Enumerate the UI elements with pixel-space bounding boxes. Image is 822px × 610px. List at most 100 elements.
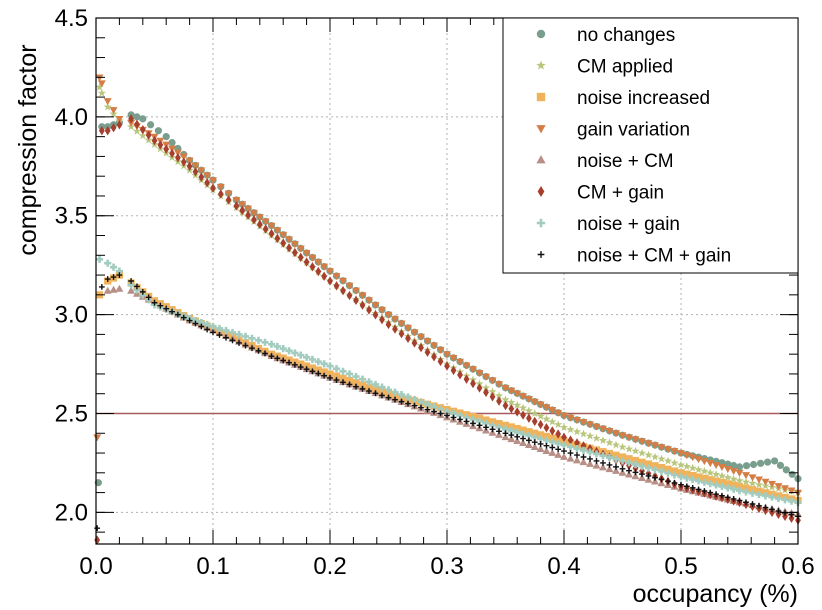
data-point	[333, 281, 340, 291]
data-point	[139, 115, 147, 123]
legend-label: noise increased	[577, 88, 710, 109]
data-point	[513, 424, 521, 433]
data-point	[519, 439, 528, 447]
data-point	[507, 423, 515, 431]
data-point	[701, 488, 708, 494]
data-point	[639, 466, 645, 476]
data-point	[599, 463, 607, 471]
data-point	[579, 429, 588, 438]
data-point	[574, 452, 580, 458]
data-point	[424, 406, 431, 413]
y-tick-label: 3.5	[55, 203, 88, 230]
data-point	[103, 286, 112, 294]
legend-label: noise + CM + gain	[577, 246, 731, 267]
data-point	[358, 375, 367, 383]
data-point	[417, 398, 425, 406]
data-point	[430, 342, 438, 350]
data-point	[657, 454, 666, 463]
data-point	[688, 454, 697, 462]
data-point	[694, 456, 703, 464]
data-point	[410, 395, 419, 404]
data-point	[302, 250, 311, 258]
data-point	[651, 442, 659, 450]
data-point	[495, 419, 503, 428]
data-point	[404, 324, 412, 332]
data-point	[749, 501, 756, 507]
data-point	[290, 240, 299, 248]
data-point	[481, 383, 491, 392]
y-axis-title: compression factor	[14, 44, 42, 255]
data-point	[543, 423, 550, 433]
data-point	[612, 430, 620, 438]
data-point	[345, 282, 354, 290]
data-point	[134, 119, 140, 129]
data-point	[104, 259, 112, 267]
data-point	[598, 436, 608, 445]
data-point	[297, 351, 305, 359]
data-point	[682, 452, 691, 460]
data-point	[573, 456, 581, 464]
data-point	[489, 392, 496, 402]
data-point	[631, 436, 640, 444]
legend-box	[502, 17, 799, 274]
data-point	[134, 283, 140, 290]
data-point	[605, 453, 614, 462]
data-point	[391, 316, 399, 324]
data-point	[501, 421, 510, 429]
data-point	[392, 396, 398, 403]
data-point	[626, 467, 632, 474]
data-point	[145, 130, 152, 140]
data-point	[110, 274, 117, 280]
data-point	[463, 374, 470, 384]
data-point	[573, 445, 581, 453]
data-point	[748, 479, 757, 487]
data-point	[489, 426, 496, 433]
data-point	[502, 430, 509, 437]
data-point	[514, 407, 521, 417]
data-point	[488, 377, 497, 385]
data-point	[730, 485, 738, 493]
data-point	[761, 478, 770, 486]
data-point	[470, 378, 476, 389]
data-point	[524, 440, 533, 449]
x-tick-label: 0.1	[196, 553, 229, 580]
data-point	[332, 273, 341, 281]
data-point	[548, 438, 556, 446]
data-point	[326, 268, 334, 276]
data-point	[613, 464, 619, 470]
data-point	[736, 497, 743, 504]
data-point	[385, 319, 392, 330]
legend-label: noise + gain	[577, 214, 680, 235]
data-point	[339, 367, 347, 375]
data-point	[418, 404, 424, 411]
data-point	[204, 326, 211, 333]
data-point	[163, 305, 170, 312]
data-point	[116, 272, 123, 278]
data-point	[670, 467, 679, 475]
data-point	[198, 323, 205, 330]
legend-marker	[537, 251, 545, 258]
data-point	[525, 428, 533, 436]
data-point	[519, 393, 528, 401]
data-point	[566, 454, 575, 462]
data-point	[755, 476, 763, 484]
data-point	[531, 439, 538, 446]
data-point	[513, 400, 522, 409]
data-point	[339, 277, 347, 285]
data-point	[292, 247, 298, 258]
data-point	[644, 464, 653, 472]
data-point	[169, 148, 175, 159]
data-point	[554, 450, 563, 458]
data-point	[157, 302, 164, 309]
data-point	[132, 126, 142, 135]
data-point	[683, 483, 690, 490]
data-point	[713, 491, 719, 498]
data-point	[644, 440, 653, 448]
data-point	[520, 435, 526, 442]
data-point	[457, 416, 463, 423]
data-point	[309, 262, 316, 272]
data-point	[279, 231, 288, 239]
data-point	[706, 460, 715, 468]
data-point	[209, 322, 217, 331]
data-point	[536, 444, 545, 452]
